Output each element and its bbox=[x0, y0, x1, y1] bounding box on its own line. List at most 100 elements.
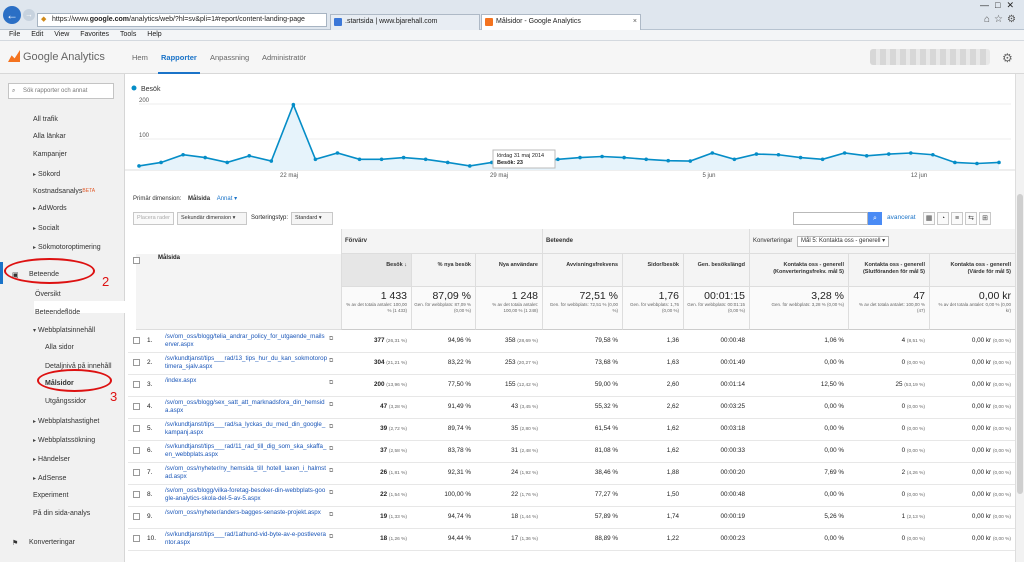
sidebar-item[interactable]: All trafik bbox=[33, 116, 58, 123]
table-view-icon[interactable]: ▦ bbox=[923, 212, 935, 225]
search-icon[interactable]: ⌕ bbox=[868, 212, 882, 225]
landing-page-link[interactable]: /sv/om_oss/blogg/telia_andrar_policy_for… bbox=[165, 333, 325, 348]
sidebar-item[interactable]: Alla sidor bbox=[45, 344, 74, 351]
landing-page-link[interactable]: /sv/om_oss/nyheter/ny_hemsida_till_hotel… bbox=[165, 465, 326, 480]
menu-favorites[interactable]: Favorites bbox=[80, 31, 110, 38]
page-scrollbar[interactable] bbox=[1015, 74, 1024, 562]
sidebar-item[interactable]: KostnadsanalysBETA bbox=[33, 188, 95, 195]
sidebar-item[interactable]: ▸ Webbplatshastighet bbox=[33, 418, 99, 425]
bar-view-icon[interactable]: ≡ bbox=[951, 212, 963, 225]
column-header[interactable]: % nya besök bbox=[411, 254, 475, 287]
primary-dimension-value[interactable]: Målsida bbox=[188, 196, 211, 202]
external-link-icon[interactable]: ⧉ bbox=[329, 490, 334, 496]
toolbar-icons[interactable]: ⌂☆⚙ bbox=[984, 14, 1020, 25]
row-checkbox[interactable] bbox=[133, 447, 140, 454]
sidebar-item[interactable]: ▸ AdWords bbox=[33, 205, 67, 212]
select-all-checkbox[interactable] bbox=[133, 257, 140, 264]
row-checkbox[interactable] bbox=[133, 469, 140, 476]
menu-help[interactable]: Help bbox=[147, 31, 162, 38]
column-header[interactable]: Sidor/besök bbox=[622, 254, 683, 287]
pivot-view-icon[interactable]: ⊞ bbox=[979, 212, 991, 225]
browser-tab-startsida[interactable]: .startsida | www.bjarehall.com bbox=[330, 14, 480, 30]
sidebar-item[interactable]: Beteendeflöde bbox=[35, 309, 80, 316]
table-row[interactable]: 2. /sv/kundtjanst/tips___rad/13_tips_hur_… bbox=[128, 352, 1015, 375]
sidebar-item[interactable]: Utgångssidor bbox=[45, 398, 86, 405]
landing-page-link[interactable]: /sv/om_oss/blogg/vilka-foretag-besoker-d… bbox=[165, 487, 326, 502]
table-row[interactable]: 10. /sv/kundtjanst/tips___rad/1athund-vid… bbox=[128, 528, 1015, 551]
table-filter-input[interactable] bbox=[793, 212, 868, 225]
sidebar-item[interactable]: Översikt bbox=[35, 291, 61, 298]
row-checkbox[interactable] bbox=[133, 535, 140, 542]
external-link-icon[interactable]: ⧉ bbox=[329, 468, 334, 474]
sidebar-item[interactable]: På din sida-analys bbox=[33, 510, 90, 517]
row-checkbox[interactable] bbox=[133, 359, 140, 366]
sidebar-item[interactable]: ▸ Sökmotoroptimering bbox=[33, 244, 101, 251]
gear-icon[interactable]: ⚙ bbox=[1002, 51, 1013, 65]
external-link-icon[interactable]: ⧉ bbox=[329, 424, 334, 430]
sidebar-item[interactable]: ▸ Sökord bbox=[33, 171, 60, 178]
table-row[interactable]: 5. /sv/kundtjanst/tips___rad/sa_lyckas_du… bbox=[128, 418, 1015, 441]
nav-customization[interactable]: Anpassning bbox=[210, 53, 250, 62]
landing-page-link[interactable]: /sv/kundtjanst/tips___rad/11_rad_till_di… bbox=[165, 443, 327, 458]
menu-file[interactable]: File bbox=[9, 31, 21, 38]
landing-page-link[interactable]: /index.aspx bbox=[165, 377, 197, 384]
sidebar-item[interactable]: ▸ AdSense bbox=[33, 475, 66, 482]
back-arrow-icon[interactable]: ← bbox=[3, 6, 21, 24]
row-checkbox[interactable] bbox=[133, 491, 140, 498]
column-header[interactable]: Kontakta oss - generell (Slutföranden fö… bbox=[848, 254, 929, 287]
landing-page-column-header[interactable]: Målsida bbox=[158, 255, 181, 261]
plot-rows-button[interactable]: Placera rader bbox=[133, 212, 175, 225]
table-row[interactable]: 6. /sv/kundtjanst/tips___rad/11_rad_till_… bbox=[128, 440, 1015, 463]
forward-arrow-icon[interactable]: → bbox=[23, 9, 35, 21]
landing-page-link[interactable]: /sv/kundtjanst/tips___rad/sa_lyckas_du_m… bbox=[165, 421, 326, 436]
sidebar-item[interactable]: ▸ Webbplatssökning bbox=[33, 437, 95, 444]
table-row[interactable]: 1. /sv/om_oss/blogg/telia_andrar_policy_f… bbox=[128, 330, 1015, 353]
compare-view-icon[interactable]: ⇆ bbox=[965, 212, 977, 225]
table-row[interactable]: 3. /index.aspx ⧉ 200 (13,96 %) 77,50 % 155 (1… bbox=[128, 374, 1015, 397]
advanced-filter-link[interactable]: avancerat bbox=[887, 214, 916, 221]
row-checkbox[interactable] bbox=[133, 403, 140, 410]
table-row[interactable]: 4. /sv/om_oss/blogg/sex_satt_att_marknads… bbox=[128, 396, 1015, 419]
ga-logo[interactable]: Google Analytics bbox=[8, 50, 105, 63]
landing-page-link[interactable]: /sv/om_oss/blogg/sex_satt_att_marknadsfo… bbox=[165, 399, 325, 414]
menu-edit[interactable]: Edit bbox=[31, 31, 44, 38]
landing-page-link[interactable]: /sv/kundtjanst/tips___rad/1athund-vid-by… bbox=[165, 531, 326, 546]
row-checkbox[interactable] bbox=[133, 425, 140, 432]
scrollbar-thumb[interactable] bbox=[1017, 194, 1023, 494]
goal-select[interactable]: Mål 5: Kontakta oss - generell ▾ bbox=[797, 236, 890, 247]
visits-line-chart[interactable]: Besök 100 200 22 maj 29 maj 5 jun 12 jun lördag… bbox=[125, 74, 1021, 189]
secondary-dimension-select[interactable]: Sekundär dimension ▾ bbox=[177, 212, 247, 225]
nav-reports[interactable]: Rapporter bbox=[161, 53, 197, 62]
other-dimension-link[interactable]: Annat bbox=[216, 196, 233, 202]
sidebar-item[interactable]: ▸ Händelser bbox=[33, 456, 70, 463]
sidebar-item[interactable]: Alla länkar bbox=[33, 133, 66, 140]
external-link-icon[interactable]: ⧉ bbox=[329, 534, 334, 540]
table-row[interactable]: 8. /sv/om_oss/blogg/vilka-foretag-besoker… bbox=[128, 484, 1015, 507]
pie-view-icon[interactable]: ◔ bbox=[937, 212, 949, 225]
column-header[interactable]: Nya användare bbox=[475, 254, 542, 287]
sidebar-item[interactable]: Experiment bbox=[33, 492, 68, 499]
account-selector[interactable] bbox=[870, 49, 990, 65]
browser-tab-analytics[interactable]: Målsidor - Google Analytics × bbox=[481, 14, 641, 30]
table-row[interactable]: 7. /sv/om_oss/nyheter/ny_hemsida_till_hot… bbox=[128, 462, 1015, 485]
menu-tools[interactable]: Tools bbox=[120, 31, 137, 38]
external-link-icon[interactable]: ⧉ bbox=[329, 446, 334, 452]
column-header[interactable]: Kontakta oss - generell (Konverteringsfr… bbox=[749, 254, 848, 287]
row-checkbox[interactable] bbox=[133, 381, 140, 388]
window-controls[interactable]: —□✕ bbox=[980, 0, 1020, 10]
landing-page-link[interactable]: /sv/kundtjanst/tips___rad/13_tips_hur_du… bbox=[165, 355, 328, 370]
nav-admin[interactable]: Administratör bbox=[262, 53, 307, 62]
table-row[interactable]: 9. /sv/om_oss/nyheter/anders-bagges-senas… bbox=[128, 506, 1015, 529]
nav-home[interactable]: Hem bbox=[132, 53, 148, 62]
sidebar-item[interactable]: Kampanjer bbox=[33, 151, 67, 158]
sidebar-item[interactable]: ▾ Webbplatsinnehåll bbox=[33, 327, 95, 334]
report-search-input[interactable]: ⌕ Sök rapporter och annat bbox=[8, 83, 114, 99]
column-header[interactable]: Kontakta oss - generell (Värde för mål 5… bbox=[929, 254, 1015, 287]
column-header[interactable]: Besök ↓ bbox=[341, 254, 411, 287]
external-link-icon[interactable]: ⧉ bbox=[329, 402, 334, 408]
landing-page-link[interactable]: /sv/om_oss/nyheter/anders-bagges-senaste… bbox=[165, 509, 321, 516]
external-link-icon[interactable]: ⧉ bbox=[329, 358, 334, 364]
row-checkbox[interactable] bbox=[133, 337, 140, 344]
column-header[interactable]: Gen. besökslängd bbox=[683, 254, 749, 287]
sidebar-item[interactable]: ⚑ Konverteringar bbox=[12, 539, 75, 547]
